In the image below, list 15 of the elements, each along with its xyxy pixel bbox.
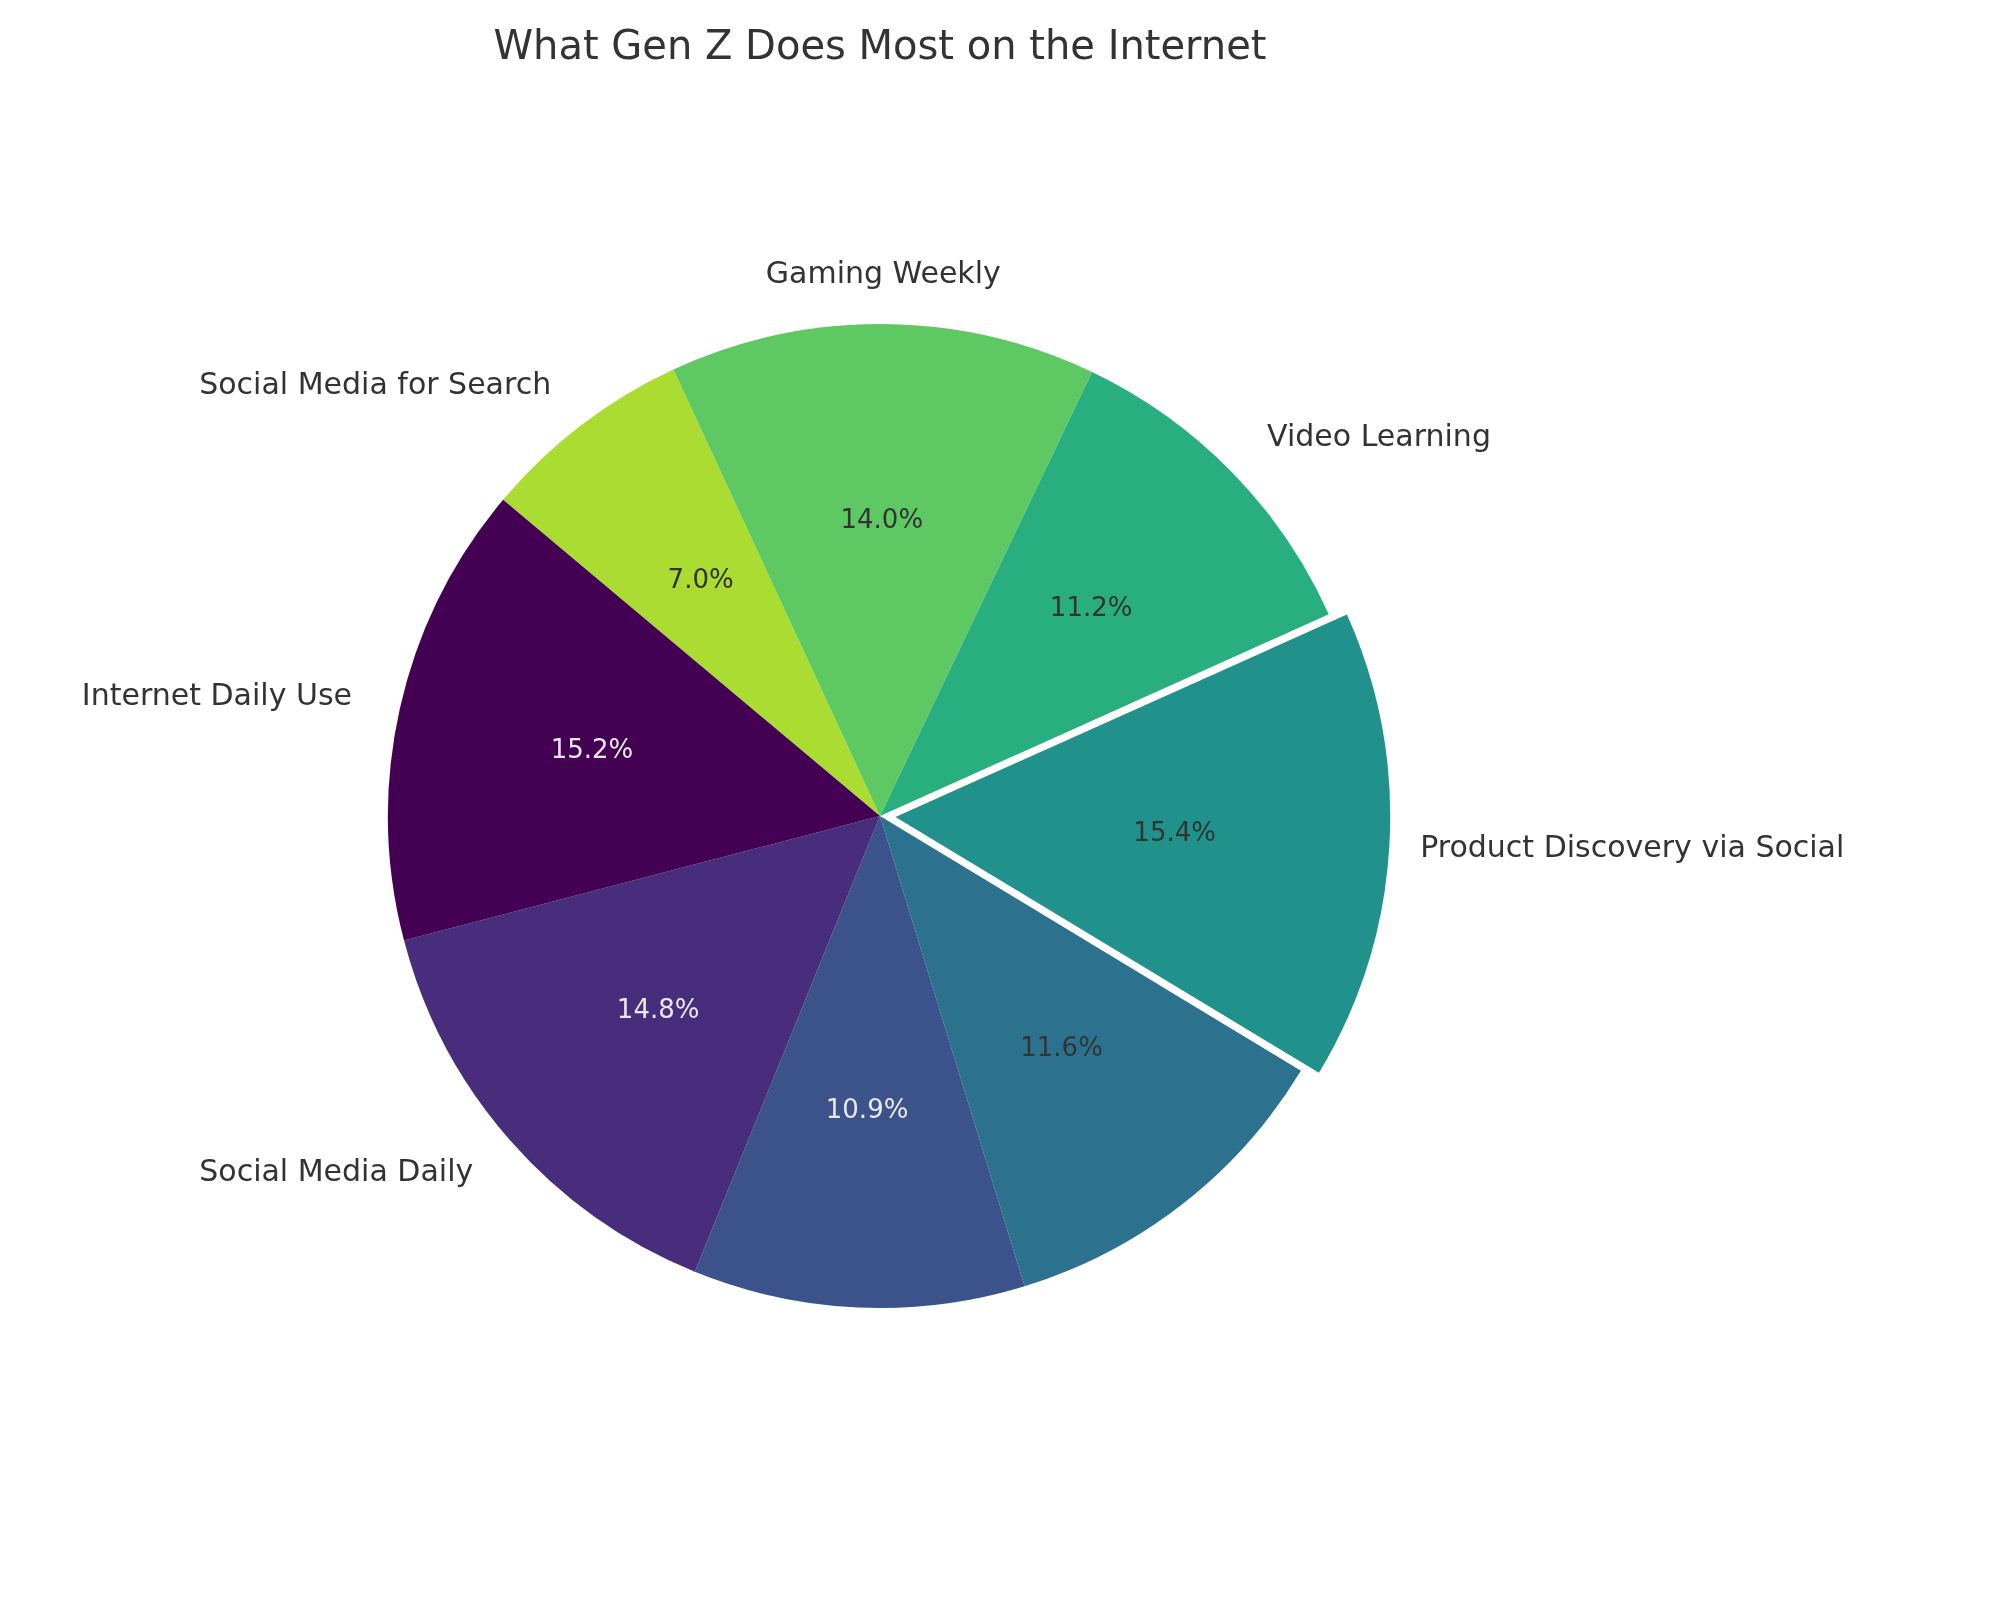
- data-label: 15.2%: [550, 734, 634, 765]
- data-label: 7.0%: [667, 564, 734, 595]
- slice-label: Video Learning: [1267, 417, 1491, 453]
- data-label: 14.8%: [616, 993, 700, 1024]
- slice-label: Gaming Weekly: [765, 254, 1001, 290]
- data-label: 11.6%: [1020, 1031, 1103, 1062]
- chart-title: What Gen Z Does Most on the Internet: [492, 22, 1268, 68]
- slice-label: Social Media Daily: [199, 1152, 474, 1188]
- data-label: 11.2%: [1049, 592, 1133, 623]
- data-label: 10.9%: [825, 1093, 909, 1124]
- data-label: 14.0%: [840, 503, 924, 534]
- slice-label: Internet Daily Use: [81, 677, 352, 713]
- slice-label: Product Discovery via Social: [1420, 828, 1845, 864]
- slice-label: Social Media for Search: [199, 365, 552, 401]
- data-label: 15.4%: [1133, 816, 1216, 847]
